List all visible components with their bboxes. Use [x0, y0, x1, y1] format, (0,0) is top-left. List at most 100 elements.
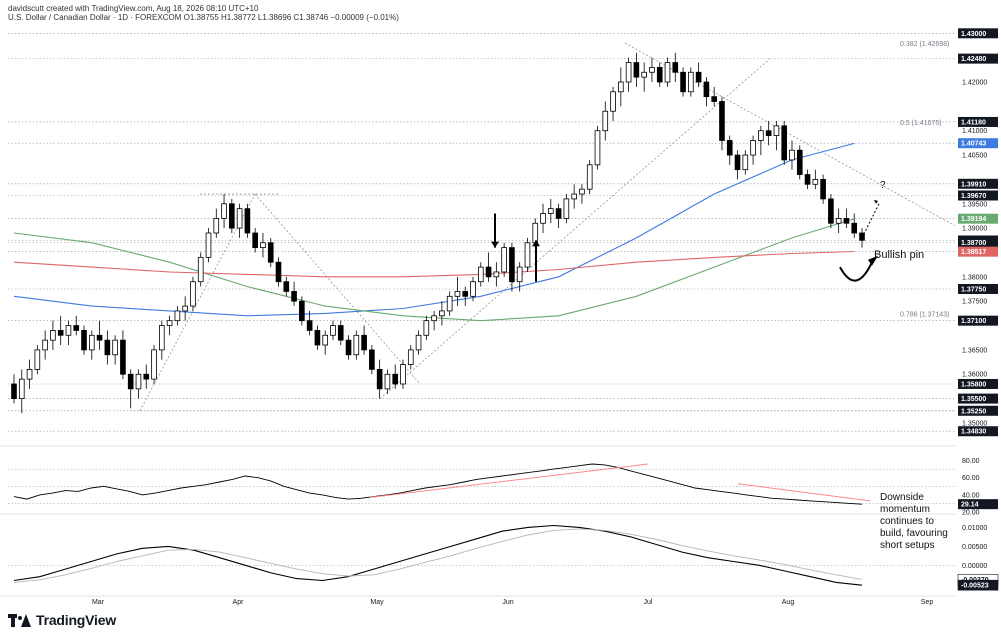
bullish-curve: [839, 261, 873, 282]
candle: [625, 62, 632, 83]
down-arrow-head: [491, 241, 499, 248]
time-axis-label: Aug: [782, 599, 795, 606]
candle: [174, 310, 181, 322]
trendline: [139, 193, 256, 411]
candle: [633, 62, 640, 78]
candle: [415, 334, 422, 351]
rsi-tick-label: 80.00: [962, 458, 980, 465]
candle: [501, 247, 507, 273]
candle: [127, 373, 134, 390]
candle: [135, 373, 142, 390]
level-tag: [958, 178, 998, 189]
candle: [120, 339, 126, 375]
candle: [688, 71, 694, 93]
candle: [439, 310, 445, 317]
candle: [618, 81, 624, 93]
level-tag-label: 1.39910: [961, 181, 986, 188]
candle: [384, 373, 391, 390]
candle: [656, 67, 663, 83]
candle: [112, 339, 118, 356]
candle: [734, 154, 741, 171]
candle: [610, 91, 616, 112]
level-tag: [958, 138, 998, 149]
price-tick-label: 1.41000: [962, 128, 987, 135]
time-axis-label: Jun: [502, 599, 513, 606]
level-tag-label: 1.39194: [961, 216, 986, 223]
candle: [244, 208, 251, 234]
level-tag: [958, 393, 998, 404]
candle: [641, 71, 647, 78]
rsi-tick-label: 20.00: [962, 510, 980, 517]
level-tag-label: 1.38700: [961, 240, 986, 247]
tradingview-logo[interactable]: TradingView: [8, 612, 116, 628]
candle: [750, 140, 756, 156]
candle: [65, 325, 72, 336]
level-tag: [958, 426, 998, 437]
level-tag: [958, 378, 998, 389]
rsi-last-label: 29.14: [961, 502, 979, 509]
price-tick-label: 1.39500: [962, 201, 987, 208]
header-symbol-ohlc: U.S. Dollar / Canadian Dollar · 1D · FOR…: [8, 13, 399, 22]
candle: [719, 101, 725, 141]
candle: [337, 325, 344, 341]
candle: [796, 149, 803, 175]
candle: [835, 217, 842, 224]
level-tag-label: 1.35800: [961, 381, 986, 388]
candle: [104, 339, 111, 356]
candle: [213, 217, 220, 234]
candle: [765, 130, 772, 136]
level-tag: [958, 405, 998, 416]
fib-label: 0.786 (1.37143): [900, 312, 949, 319]
candle: [252, 232, 258, 249]
candle: [283, 281, 290, 292]
level-tag: [958, 284, 998, 295]
candle: [594, 130, 601, 166]
level-tag-label: 1.38517: [961, 249, 986, 256]
candle: [18, 378, 25, 399]
level-tag: [958, 116, 998, 127]
candle: [221, 203, 227, 219]
level-tag-label: 1.41180: [961, 119, 986, 126]
candle: [205, 232, 212, 258]
trendline: [254, 193, 421, 385]
macd-last-tag: [957, 579, 999, 591]
candle: [275, 261, 282, 283]
candle: [602, 110, 609, 132]
level-tag: [958, 28, 998, 39]
candle: [742, 154, 749, 171]
level-tag: [958, 213, 998, 224]
candle: [485, 266, 492, 278]
symbol-name[interactable]: U.S. Dollar / Canadian Dollar · 1D · FOR…: [8, 13, 182, 22]
level-tag: [958, 237, 998, 248]
macd-line: [13, 528, 863, 583]
price-tick-label: 1.36500: [962, 347, 987, 354]
candle: [81, 330, 87, 351]
guides-layer: 0.382 (1.42698) 0.5 (1.41075) 0.786 (1.371…: [8, 33, 956, 432]
candle: [563, 198, 570, 219]
candle: [516, 266, 523, 283]
candle: [571, 193, 577, 200]
candle: [649, 67, 655, 73]
candle: [42, 339, 48, 351]
candle: [672, 62, 679, 73]
time-axis-label: Sep: [921, 599, 934, 606]
price-tick-label: 1.42000: [962, 80, 987, 87]
candle: [820, 179, 826, 200]
fib-label: 0.5 (1.41075): [900, 120, 942, 127]
candle: [532, 222, 539, 244]
macd-last-label: -0.00523: [961, 583, 989, 590]
level-tag-label: 1.35250: [961, 408, 986, 415]
candle: [781, 125, 788, 161]
tradingview-logo-icon: [8, 613, 31, 627]
level-tag-label: 1.37750: [961, 287, 986, 294]
candle: [143, 373, 150, 380]
candle: [26, 368, 33, 380]
level-tag-label: 1.42480: [961, 56, 986, 63]
candle: [57, 330, 64, 336]
question-mark-label: ?: [880, 180, 886, 191]
level-tag: [958, 190, 998, 201]
chart-header: davidscutt created with TradingView.com,…: [8, 4, 399, 22]
candle: [431, 315, 437, 322]
